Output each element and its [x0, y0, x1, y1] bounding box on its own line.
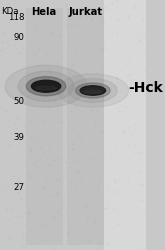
Bar: [66, 8, 104, 245]
Text: Jurkat: Jurkat: [68, 7, 102, 17]
Bar: [104, 0, 146, 250]
Text: 39: 39: [13, 132, 24, 141]
Text: 118: 118: [8, 14, 24, 22]
Text: KDa: KDa: [1, 7, 18, 16]
Text: Hela: Hela: [32, 7, 57, 17]
Text: -Hck: -Hck: [128, 81, 163, 95]
Ellipse shape: [80, 86, 106, 95]
Ellipse shape: [32, 80, 61, 92]
Ellipse shape: [76, 83, 110, 98]
Text: 27: 27: [13, 184, 24, 192]
Ellipse shape: [68, 78, 117, 102]
Ellipse shape: [57, 74, 129, 107]
Text: 50: 50: [13, 98, 24, 106]
Ellipse shape: [84, 90, 102, 93]
Ellipse shape: [5, 65, 87, 107]
Ellipse shape: [18, 71, 74, 101]
Ellipse shape: [36, 86, 56, 90]
Bar: [26, 8, 63, 245]
Text: 90: 90: [13, 32, 24, 42]
Ellipse shape: [26, 77, 66, 96]
